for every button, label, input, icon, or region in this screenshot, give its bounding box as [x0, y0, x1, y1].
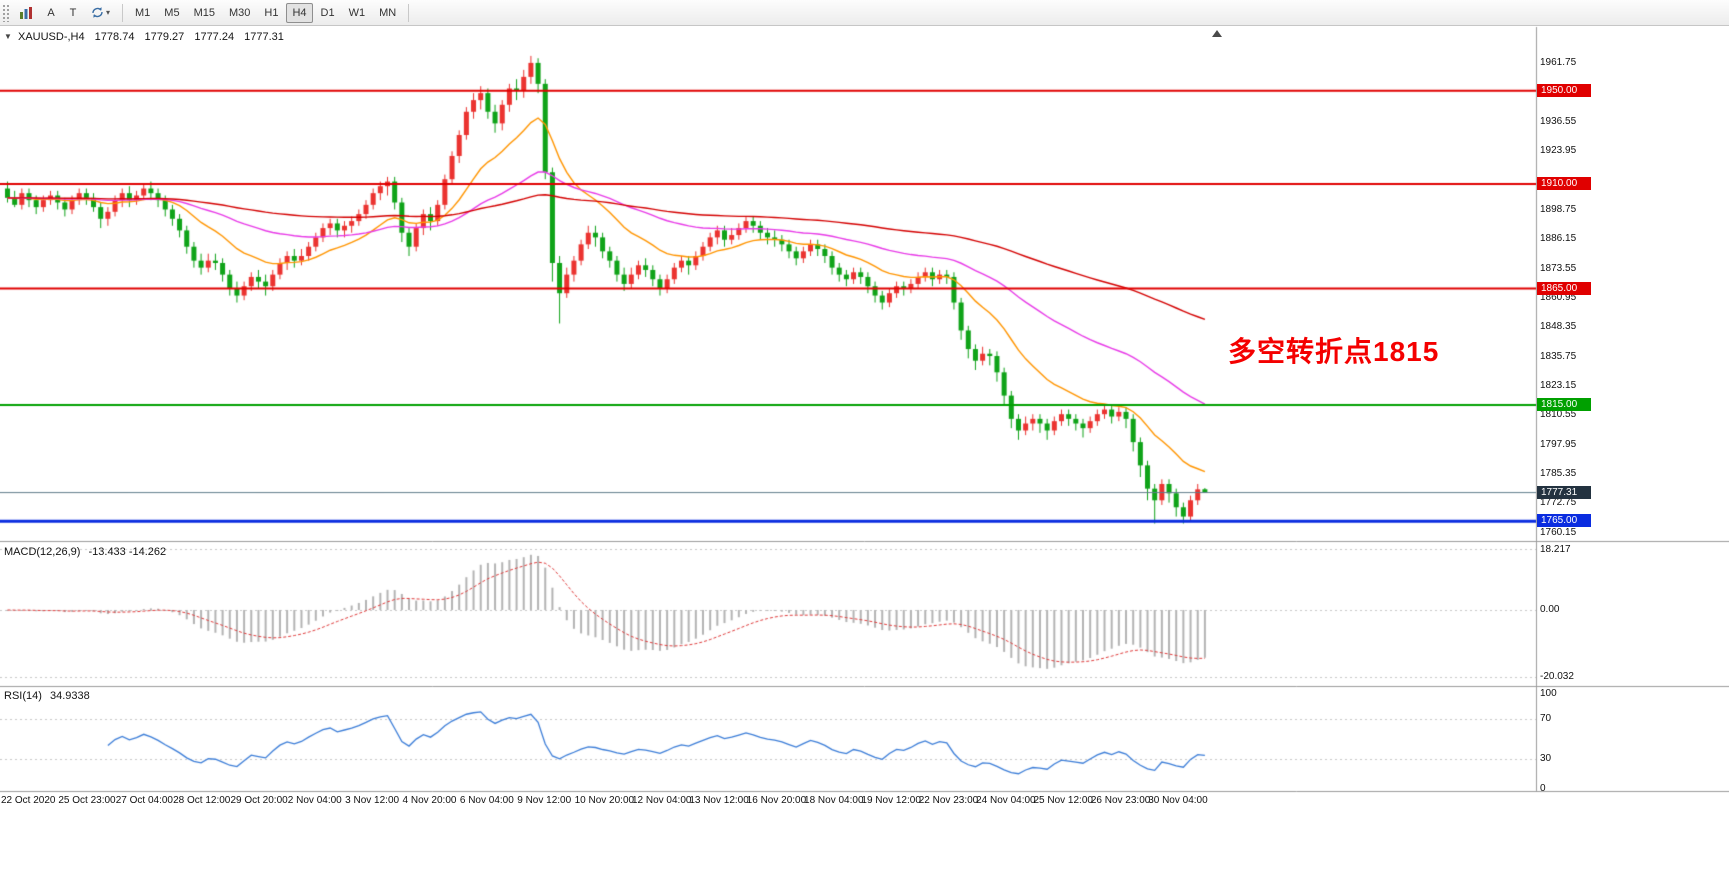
timeframe-button-m30[interactable]: M30	[228, 6, 251, 19]
chevron-down-icon: ▾	[106, 8, 111, 17]
timeframe-button-m1[interactable]: M1	[135, 6, 151, 19]
timeframe-button-h4[interactable]: H4	[286, 2, 313, 23]
timeframe-button-m5[interactable]: M5	[164, 6, 180, 19]
toolbar-separator-2	[408, 3, 410, 22]
charts-toolbar-button[interactable]	[13, 3, 39, 23]
cursor-tool-button[interactable]: A	[41, 3, 61, 23]
cycle-tool-button[interactable]: ▾	[85, 3, 116, 23]
text-tool-label: T	[69, 6, 77, 19]
cursor-tool-label: A	[47, 6, 55, 19]
timeframe-button-d1[interactable]: D1	[320, 6, 335, 19]
cycle-icon	[92, 7, 103, 18]
timeframe-button-mn[interactable]: MN	[379, 6, 397, 19]
chart-shift-marker	[1212, 30, 1222, 37]
timeframe-button-h1[interactable]: H1	[264, 6, 279, 19]
toolbar: A T ▾ M1 M5 M15 M30 H1 H4 D1 W1 MN	[0, 0, 1729, 26]
timeframe-button-group: M1 M5 M15 M30 H1 H4 D1 W1 MN	[128, 2, 403, 23]
toolbar-separator	[122, 3, 124, 22]
text-tool-button[interactable]: T	[63, 3, 83, 23]
timeframe-button-m15[interactable]: M15	[193, 6, 215, 19]
toolbar-drag-handle[interactable]	[2, 3, 9, 22]
bar-chart-icon	[20, 6, 32, 19]
timeframe-button-w1[interactable]: W1	[348, 6, 366, 19]
